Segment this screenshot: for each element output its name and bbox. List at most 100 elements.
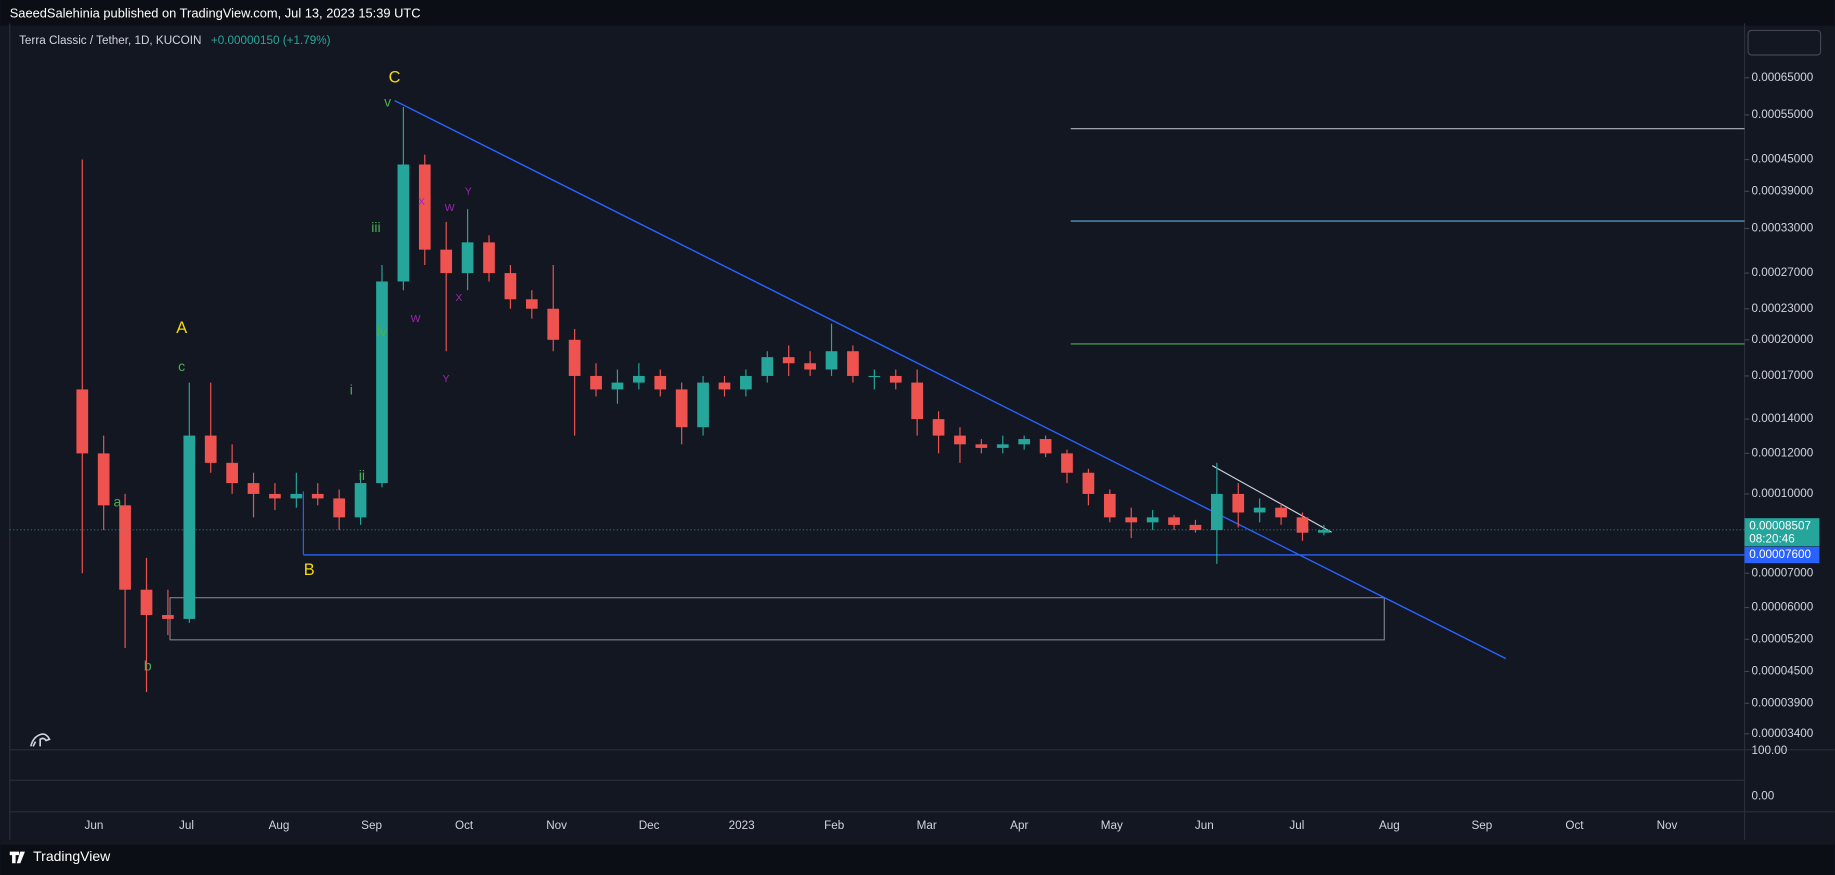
x-tick-label: Nov (546, 819, 567, 832)
y-tick-label: 0.00003400 (1752, 727, 1814, 740)
candle-body (1061, 453, 1073, 473)
candle-body (247, 483, 260, 494)
candle-body (654, 375, 667, 390)
candle-body (1125, 517, 1138, 523)
wave-label: W (411, 313, 421, 325)
candle-body (525, 299, 538, 309)
wave-label: iii (371, 219, 380, 235)
x-tick-label: Oct (1565, 819, 1584, 832)
level-label: 0.00007600 (1749, 548, 1811, 561)
candle-body (932, 419, 945, 436)
candle-body (911, 382, 923, 420)
candle-body (1275, 507, 1287, 518)
y-tick-label: 0.00003900 (1752, 696, 1814, 709)
candle-body (547, 308, 560, 340)
footer-bar (0, 844, 1835, 875)
candle-body (611, 382, 624, 390)
price-change: +0.00000150 (+1.79%) (211, 34, 331, 47)
x-tick-label: Aug (1379, 819, 1400, 832)
header-bar (0, 0, 1835, 26)
button[interactable] (1747, 29, 1822, 56)
candle-body (76, 389, 89, 454)
last-price-label: 0.00008507 (1749, 519, 1811, 532)
x-tick-label: May (1101, 819, 1123, 832)
candle-body (1039, 439, 1052, 454)
wave-label: A (176, 319, 187, 337)
candle-body (1018, 439, 1031, 445)
y-tick-label: 0.00006000 (1752, 601, 1814, 614)
candle-body (461, 242, 474, 274)
symbol-title: Terra Classic / Tether, 1D, KUCOIN (19, 34, 201, 47)
y-tick-label: 0.00017000 (1752, 369, 1814, 382)
y-tick-label: 0.00005200 (1752, 632, 1814, 645)
candle-body (119, 505, 131, 590)
trend-line (1212, 465, 1332, 533)
x-tick-label: Oct (455, 819, 474, 832)
candle-body (1168, 517, 1180, 525)
candle-body (1082, 472, 1095, 494)
indicator-tick-label: 0.00 (1752, 790, 1775, 803)
candle-body (889, 375, 902, 383)
x-tick-label: 2023 (729, 819, 755, 832)
candle-body (996, 444, 1009, 448)
candle-body (226, 462, 238, 484)
candle-body (1189, 524, 1202, 531)
y-tick-label: 0.00055000 (1752, 108, 1814, 121)
indicator-tick-label: 100.00 (1752, 744, 1788, 757)
candle-body (290, 493, 303, 499)
candle-body (868, 375, 881, 378)
last-price-box (1744, 518, 1820, 547)
candle-body (718, 382, 731, 390)
candle-body (954, 435, 966, 445)
y-tick-label: 0.00004500 (1752, 665, 1814, 678)
candle-body (804, 363, 816, 370)
wave-label: ii (359, 467, 365, 483)
y-tick-label: 0.00027000 (1752, 266, 1814, 279)
wave-label: B (304, 561, 315, 579)
candle-body (1232, 493, 1245, 513)
candle-body (333, 498, 346, 518)
x-tick-label: Feb (824, 819, 845, 832)
candle-body (782, 357, 795, 364)
y-tick-label: 0.00020000 (1752, 333, 1814, 346)
brand-logo (9, 851, 25, 864)
y-tick-label: 0.00007000 (1752, 566, 1814, 579)
candle-body (140, 589, 153, 616)
x-tick-label: Mar (917, 819, 937, 832)
footer-brand: TradingView (33, 848, 111, 864)
wave-label: a (113, 494, 121, 510)
candle-body (269, 493, 281, 499)
candle-body (354, 483, 367, 518)
candle-body (633, 375, 645, 383)
y-tick-label: 0.00023000 (1752, 302, 1814, 315)
candle-body (397, 164, 410, 282)
y-tick-label: 0.00065000 (1752, 71, 1814, 84)
y-tick-label: 0.00033000 (1752, 222, 1814, 235)
candle-body (376, 281, 388, 484)
wave-label: b (144, 657, 152, 673)
wave-label: v (384, 94, 391, 110)
x-tick-label: Sep (361, 819, 382, 832)
candle-body (825, 351, 838, 370)
wave-label: W (445, 202, 455, 214)
y-tick-label: 0.00045000 (1752, 153, 1814, 166)
wave-label: X (455, 292, 462, 304)
candle-body (761, 357, 774, 376)
candle-body (1146, 517, 1159, 523)
header-text: SaeedSalehinia published on TradingView.… (10, 5, 421, 20)
candle-body (1318, 530, 1330, 533)
y-tick-label: 0.00014000 (1752, 412, 1814, 425)
candle-body (740, 375, 752, 390)
candle-body (440, 249, 453, 274)
candle-body (590, 375, 602, 390)
candle-body (847, 351, 859, 376)
y-tick-label: 0.00012000 (1752, 446, 1814, 459)
candle-body (97, 453, 110, 506)
wave-label: C (389, 69, 401, 87)
x-tick-label: Nov (1657, 819, 1678, 832)
candle-body (311, 493, 324, 499)
y-tick-label: 0.00010000 (1752, 487, 1814, 500)
x-tick-label: Dec (639, 819, 660, 832)
